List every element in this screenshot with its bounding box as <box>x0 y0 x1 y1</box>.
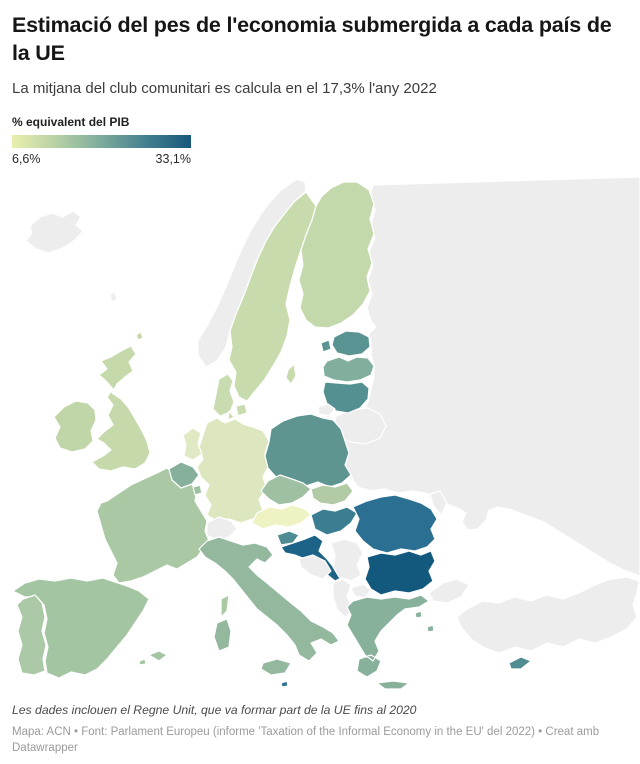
page-title: Estimació del pes de l'economia submergi… <box>12 13 612 65</box>
country-latvia[interactable] <box>322 356 375 383</box>
country-poland[interactable] <box>264 413 352 488</box>
country-ireland[interactable] <box>53 400 97 453</box>
country-belgium[interactable] <box>168 461 200 489</box>
country-hungary[interactable] <box>310 506 358 536</box>
country-north-macedonia <box>350 583 372 599</box>
country-austria[interactable] <box>251 504 312 530</box>
footer-credits: Mapa: ACN • Font: Parlament Europeu (inf… <box>12 725 600 754</box>
country-finland[interactable] <box>298 181 375 329</box>
country-turkey <box>456 576 640 654</box>
country-switzerland <box>206 516 238 542</box>
country-greece[interactable] <box>346 594 435 690</box>
country-moldova <box>429 490 448 516</box>
footer-note: Les dades inclouen el Regne Unit, que va… <box>12 702 417 717</box>
europe-choropleth-map <box>12 176 640 690</box>
country-czechia[interactable] <box>260 474 312 506</box>
country-bosnia <box>298 554 332 580</box>
country-netherlands[interactable] <box>182 427 203 461</box>
country-romania[interactable] <box>352 494 438 554</box>
country-kaliningrad <box>317 403 336 417</box>
country-sweden[interactable] <box>228 191 317 402</box>
legend-gradient-bar <box>12 135 191 149</box>
country-spain[interactable] <box>12 577 168 679</box>
country-portugal[interactable] <box>16 594 47 676</box>
country-united-kingdom[interactable] <box>91 331 151 472</box>
map-footer: Les dades inclouen el Regne Unit, que va… <box>12 703 628 756</box>
page-subtitle: La mitjana del club comunitari es calcul… <box>12 79 437 97</box>
country-luxembourg[interactable] <box>192 484 203 496</box>
country-serbia <box>330 538 364 582</box>
country-estonia[interactable] <box>320 330 371 357</box>
country-malta[interactable] <box>280 680 289 688</box>
country-denmark[interactable] <box>212 373 248 421</box>
legend-ticks: 6,6% 33,1% <box>12 152 191 166</box>
color-legend: % equivalent del PIB 6,6% 33,1% <box>12 115 628 166</box>
country-italy[interactable] <box>198 536 340 676</box>
country-cyprus[interactable] <box>508 656 532 670</box>
country-bulgaria[interactable] <box>364 550 436 596</box>
country-iceland <box>25 210 84 254</box>
legend-max-value: 33,1% <box>155 152 191 167</box>
country-france[interactable] <box>96 467 230 618</box>
legend-min-value: 6,6% <box>12 152 41 167</box>
country-turkey-thrace <box>428 578 470 604</box>
legend-label: % equivalent del PIB <box>12 115 130 130</box>
country-slovenia[interactable] <box>276 530 300 546</box>
country-russia-belarus-ukraine <box>332 176 640 577</box>
country-slovakia[interactable] <box>310 482 354 506</box>
country-germany[interactable] <box>196 417 270 524</box>
country-lithuania[interactable] <box>322 381 370 414</box>
country-faroe-islands <box>109 291 118 303</box>
